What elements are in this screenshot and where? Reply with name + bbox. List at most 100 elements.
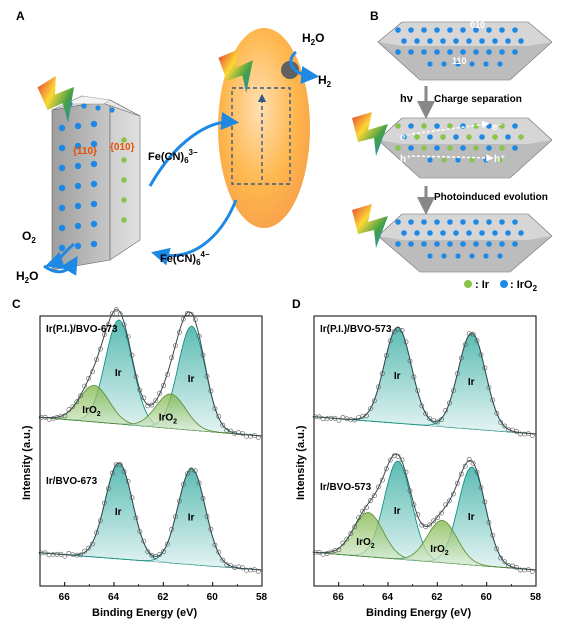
particle	[497, 253, 503, 259]
data-point	[102, 332, 107, 338]
peak-outline	[39, 393, 262, 437]
data-point	[86, 375, 91, 381]
data-point	[94, 530, 99, 536]
data-point	[387, 457, 393, 463]
iro2-particles-b3	[395, 219, 524, 259]
fit-envelope	[313, 453, 537, 571]
particle	[497, 61, 503, 67]
data-point	[454, 371, 460, 377]
iro2-peak-component	[40, 394, 262, 436]
data-point	[176, 498, 182, 504]
iro2-particle	[408, 27, 414, 33]
iro2-particle	[434, 123, 440, 129]
iro2-particle	[479, 134, 485, 140]
iro2-particle	[512, 241, 518, 247]
data-point	[526, 567, 531, 572]
ir-peak-label: Ir	[394, 371, 401, 382]
data-point	[458, 355, 464, 361]
data-point	[498, 555, 504, 561]
ir-particle	[499, 145, 505, 151]
iro2-particle	[408, 49, 414, 55]
bvo-crystal-b2	[377, 117, 553, 179]
data-point	[82, 383, 87, 389]
panel-d-label: D	[292, 297, 301, 311]
data-point	[208, 388, 214, 394]
particle-legend: : Ir : IrO2	[464, 279, 538, 293]
particle	[483, 253, 489, 259]
ir-peak-component	[40, 462, 262, 570]
iro2-particle	[58, 144, 66, 152]
electron-transfer-arrow-top	[148, 112, 240, 187]
particle	[497, 157, 503, 163]
data-point	[443, 407, 448, 413]
iro2-legend-text: : IrO2	[510, 279, 538, 293]
data-point	[200, 495, 206, 501]
data-point	[352, 524, 358, 530]
data-point	[228, 563, 234, 568]
data-point	[204, 514, 210, 519]
data-point	[125, 478, 131, 484]
data-point	[78, 552, 84, 558]
iro2-particle	[395, 241, 401, 247]
data-point	[470, 460, 476, 466]
electron-transfer-arrow-bottom	[151, 199, 238, 266]
data-point	[526, 431, 531, 436]
data-point	[411, 374, 417, 380]
data-point	[466, 457, 472, 462]
data-point	[395, 454, 401, 459]
iro2-particle	[486, 219, 492, 225]
x-tick-label: 66	[333, 592, 345, 603]
data-point	[70, 404, 76, 409]
panel-c: C Ir Ir IrO2 IrO2 Ir Ir Ir(P.I.)/BVO-673 Ir/B…	[12, 297, 268, 619]
photoinduced-evolution-label: Photoinduced evolution	[434, 192, 548, 203]
xps-spectra-d: Ir Ir Ir Ir IrO2 IrO2	[312, 326, 537, 574]
particle	[455, 61, 461, 67]
data-point	[240, 565, 245, 571]
iro2-particle	[505, 134, 511, 140]
o2-label: O2	[22, 229, 36, 245]
data-point	[86, 545, 91, 551]
ir-peak-label: Ir	[188, 513, 195, 524]
particle	[469, 253, 475, 259]
data-point	[228, 428, 234, 434]
iro2-particle	[473, 219, 479, 225]
data-point	[145, 549, 151, 555]
ir-peak-label: Ir	[115, 507, 122, 518]
data-point	[470, 331, 476, 337]
particle	[455, 157, 461, 163]
iro2-particle	[447, 241, 453, 247]
data-point	[105, 322, 111, 328]
iro2-particle	[447, 27, 453, 33]
iro2-particle	[479, 230, 485, 236]
x-tick-label: 62	[157, 592, 169, 603]
iro2-particle	[486, 241, 492, 247]
ir-particle	[421, 145, 427, 151]
iro2-particle	[90, 220, 98, 228]
data-point	[255, 568, 261, 574]
data-point	[502, 423, 508, 429]
fe-cn-3-label: Fe(CN)63−	[148, 148, 198, 165]
data-point	[431, 518, 436, 524]
data-point	[371, 493, 377, 499]
iro2-particle	[499, 219, 505, 225]
facet-010-label: {010}	[110, 142, 135, 153]
data-point	[188, 311, 194, 317]
panel-a-label: A	[16, 9, 25, 23]
data-point	[458, 471, 464, 477]
data-point	[387, 338, 393, 344]
iro2-particle	[421, 49, 427, 55]
data-point	[450, 491, 456, 497]
data-point	[90, 369, 95, 374]
ir-peak-label: Ir	[468, 512, 475, 523]
iro2-particle	[401, 134, 407, 140]
data-point	[180, 481, 186, 487]
iro2-particle	[421, 241, 427, 247]
data-point	[478, 352, 484, 358]
data-point	[423, 524, 429, 530]
data-point	[383, 466, 389, 472]
electron-label-1: e⁻	[400, 132, 411, 143]
fit-envelope	[313, 326, 537, 435]
iro2-particle	[466, 38, 472, 44]
iro2-particle	[486, 145, 492, 151]
iro2-particle	[512, 49, 518, 55]
